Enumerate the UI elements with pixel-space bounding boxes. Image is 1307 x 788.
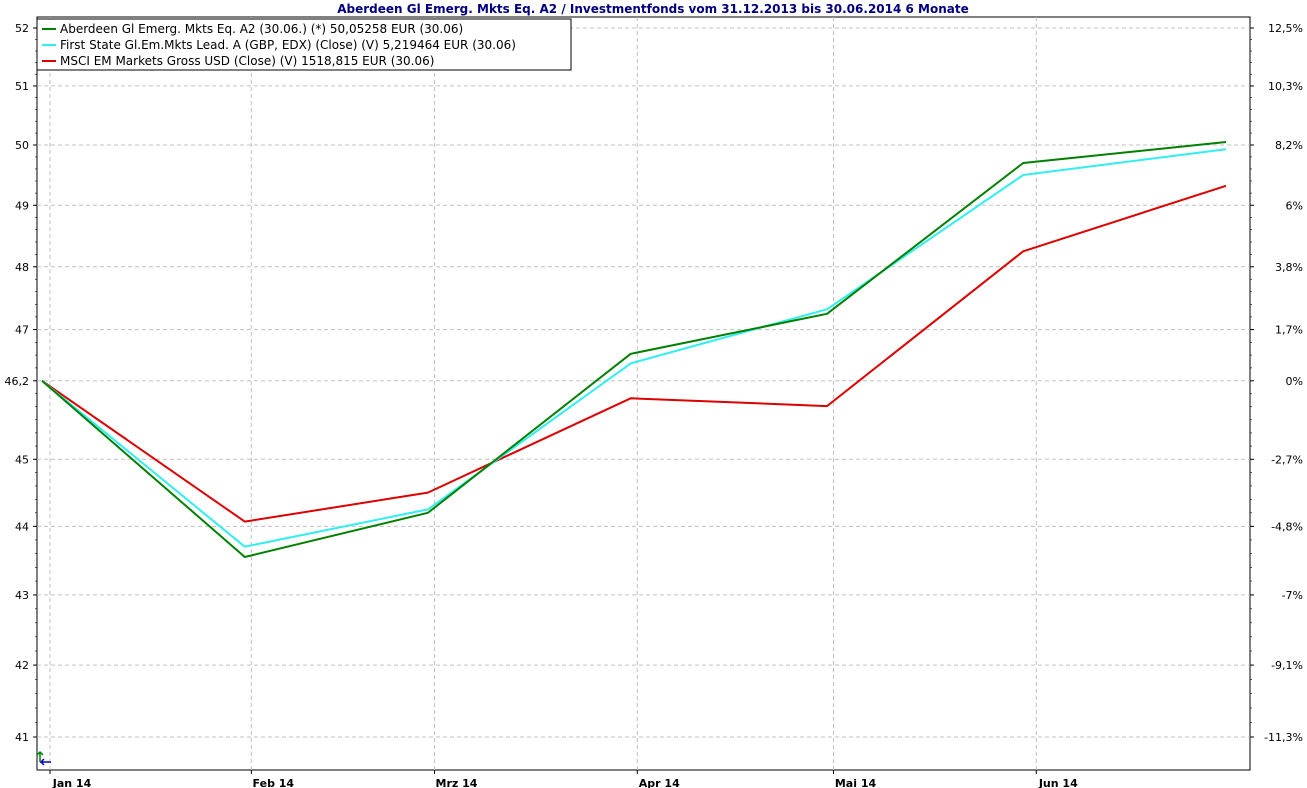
- left-tick-label: 49: [15, 199, 29, 212]
- left-tick-label: 46,2: [5, 375, 30, 388]
- left-tick-label: 48: [15, 261, 29, 274]
- right-tick-label: -11,3%: [1264, 731, 1303, 744]
- right-tick-label: -7%: [1282, 589, 1303, 602]
- left-y-axis: 41 42 43 44 45 46,2 47 48 49 50 51 52: [5, 22, 37, 744]
- left-tick-label: 50: [15, 139, 29, 152]
- right-tick-label: -2,7%: [1271, 453, 1303, 466]
- x-tick-label: Mrz 14: [436, 777, 478, 788]
- right-tick-label: 12,5%: [1268, 22, 1303, 35]
- left-tick-label: 43: [15, 589, 29, 602]
- legend-item-first-state: First State Gl.Em.Mkts Lead. A (GBP, EDX…: [60, 38, 516, 52]
- right-y-axis: -11,3% -9,1% -7% -4,8% -2,7% 0% 1,7% 3,8% 6% 8,2%…: [1250, 22, 1303, 744]
- legend-box: [36, 18, 572, 71]
- series-line-aberdeen: [41, 141, 1227, 558]
- legend: Aberdeen Gl Emerg. Mkts Eq. A2 (30.06.) …: [36, 18, 572, 71]
- x-axis: Jan 14 Feb 14 Mrz 14 Apr 14 Mai 14 Jun 14: [49, 770, 1078, 788]
- left-tick-label: 45: [15, 453, 29, 466]
- legend-item-msci: MSCI EM Markets Gross USD (Close) (V) 15…: [60, 54, 434, 68]
- series-line-first-state: [41, 148, 1227, 548]
- series-lines: [41, 141, 1227, 558]
- x-tick-label: Apr 14: [639, 777, 680, 788]
- gridlines: [37, 17, 1250, 770]
- left-tick-label: 42: [15, 659, 29, 672]
- right-tick-label: 3,8%: [1275, 261, 1303, 274]
- left-tick-label: 51: [15, 80, 29, 93]
- left-tick-label: 47: [15, 324, 29, 337]
- right-tick-label: 6%: [1286, 199, 1303, 212]
- right-tick-label: 1,7%: [1275, 324, 1303, 337]
- x-tick-label: Feb 14: [253, 777, 295, 788]
- x-tick-label: Jan 14: [52, 777, 92, 788]
- right-tick-label: 10,3%: [1268, 80, 1303, 93]
- right-tick-label: 8,2%: [1275, 139, 1303, 152]
- left-tick-label: 52: [15, 22, 29, 35]
- right-tick-label: -4,8%: [1271, 520, 1303, 533]
- x-tick-label: Mai 14: [835, 777, 877, 788]
- left-tick-label: 44: [15, 520, 29, 533]
- right-tick-label: -9,1%: [1271, 659, 1303, 672]
- chart-title: Aberdeen Gl Emerg. Mkts Eq. A2 / Investm…: [337, 2, 969, 16]
- left-tick-label: 41: [15, 731, 29, 744]
- x-tick-label: Jun 14: [1038, 777, 1078, 788]
- right-tick-label: 0%: [1286, 375, 1303, 388]
- axis-origin-arrow-icon[interactable]: [36, 750, 51, 766]
- series-line-msci: [41, 184, 1227, 523]
- legend-item-aberdeen: Aberdeen Gl Emerg. Mkts Eq. A2 (30.06.) …: [60, 22, 463, 36]
